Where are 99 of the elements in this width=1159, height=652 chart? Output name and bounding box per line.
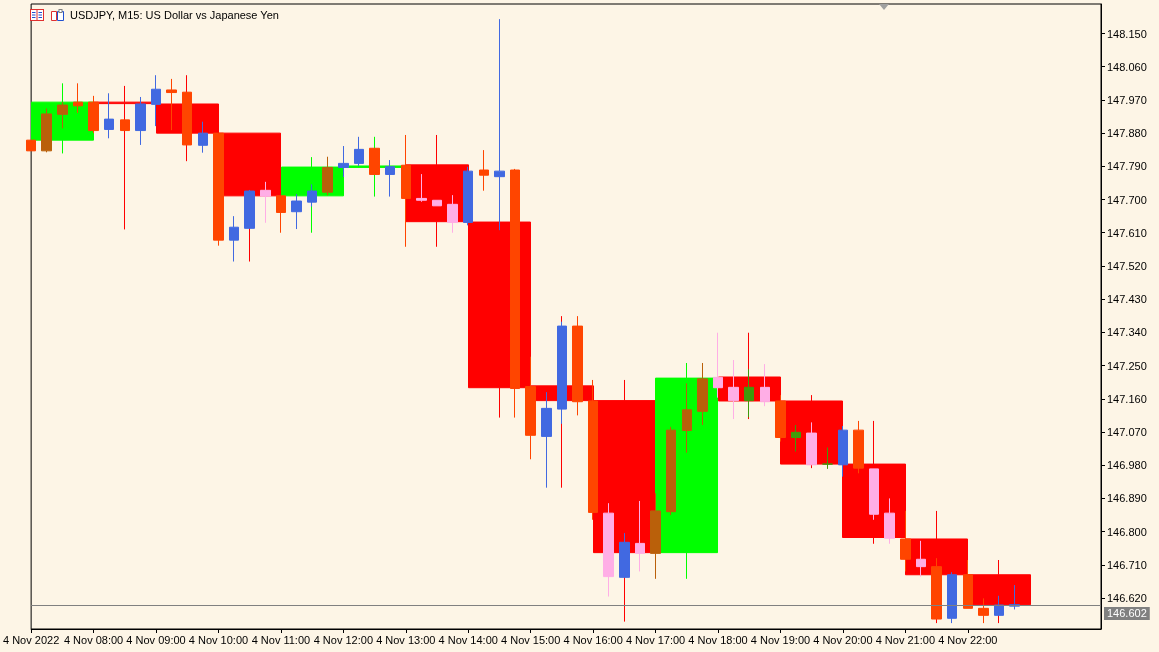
x-tick-label: 4 Nov 15:00 [501, 633, 561, 646]
candlestick [338, 145, 349, 178]
y-tick-label: 146.800 [1107, 525, 1147, 538]
candlestick [151, 74, 161, 127]
y-tick-label: 147.520 [1107, 259, 1147, 272]
candlestick [385, 159, 395, 198]
candlestick [166, 78, 177, 131]
y-tick-label: 146.890 [1107, 492, 1147, 505]
candlestick [713, 332, 723, 399]
candlestick [244, 189, 255, 229]
y-tick-label: 146.620 [1107, 592, 1147, 605]
candlestick [775, 394, 786, 443]
candlestick [57, 101, 68, 129]
candlestick [931, 557, 942, 620]
candlestick [650, 492, 661, 580]
candlestick [307, 183, 317, 208]
x-tick-label: 4 Nov 17:00 [625, 633, 686, 646]
candlestick [88, 95, 99, 134]
x-tick-label: 4 Nov 10:00 [188, 633, 249, 646]
y-tick-label: 147.610 [1107, 226, 1147, 239]
candlestick [947, 571, 957, 624]
candlestick [525, 356, 536, 460]
y-tick-label: 147.790 [1107, 160, 1147, 173]
candlestick [822, 446, 833, 470]
y-tick-label: 146.710 [1107, 558, 1147, 571]
candlestick [619, 532, 630, 578]
candlestick [884, 497, 895, 545]
y-tick-label: 148.060 [1107, 60, 1147, 73]
y-tick-label: 147.070 [1107, 425, 1147, 438]
candlestick [26, 139, 36, 152]
chart-title: USDJPY, M15: US Dollar vs Japanese Yen [70, 8, 279, 21]
candlestick [572, 315, 583, 416]
x-tick-label: 4 Nov 18:00 [688, 633, 748, 646]
candlestick [697, 362, 708, 426]
candlestick [603, 502, 614, 598]
candlestick [322, 156, 333, 196]
candlestick [213, 132, 224, 247]
candlestick [182, 91, 192, 146]
candlestick [978, 597, 989, 624]
candlestick [120, 119, 130, 132]
candlestick [416, 173, 427, 203]
x-tick-label: 4 Nov 14:00 [438, 633, 498, 646]
candlestick [994, 595, 1004, 616]
candlestick [900, 510, 911, 572]
candlestick [432, 199, 442, 207]
y-tick-label: 147.160 [1107, 392, 1147, 405]
candlestick [666, 426, 676, 516]
candlestick [291, 193, 302, 230]
x-tick-label: 4 Nov 09:00 [126, 633, 186, 646]
candlestick [635, 500, 645, 572]
candlestick [682, 382, 692, 454]
candlestick [760, 363, 770, 407]
candlestick [838, 425, 848, 478]
candlestick [510, 168, 520, 419]
candlestick [916, 540, 926, 578]
x-tick-label: 4 Nov 11:00 [251, 633, 311, 646]
x-tick-label: 4 Nov 08:00 [63, 633, 124, 646]
ref-line-label: 146.602 [1107, 607, 1147, 620]
candlestick [963, 559, 973, 609]
candlestick [791, 424, 801, 453]
candlestick [728, 359, 739, 420]
candlestick [806, 421, 817, 466]
candlestick [744, 368, 754, 418]
y-tick-label: 147.880 [1107, 127, 1147, 140]
y-tick-label: 147.970 [1107, 93, 1147, 106]
x-tick-label: 4 Nov 22:00 [938, 633, 998, 646]
candlestick [494, 18, 505, 231]
candlestick [41, 107, 52, 153]
candlestick [135, 96, 146, 146]
y-tick-label: 147.340 [1107, 326, 1147, 339]
x-tick-label: 4 Nov 16:00 [563, 633, 623, 646]
candlestick [354, 136, 364, 167]
x-tick-label: 4 Nov 13:00 [376, 633, 436, 646]
y-tick-label: 147.430 [1107, 293, 1147, 306]
candlestick [869, 468, 879, 521]
candlestick [73, 82, 83, 114]
candlestick [276, 195, 286, 234]
x-tick-label: 4 Nov 20:00 [813, 633, 873, 646]
candlestick [229, 215, 239, 263]
y-tick-label: 146.980 [1107, 459, 1147, 472]
candlestick [541, 391, 552, 489]
candlestick [369, 147, 380, 175]
y-tick-label: 147.250 [1107, 359, 1147, 372]
y-tick-label: 147.700 [1107, 193, 1147, 206]
x-tick-label: 4 Nov 12:00 [313, 633, 374, 646]
candlestick [401, 134, 411, 248]
candlestick [557, 321, 567, 425]
candlestick [198, 121, 208, 154]
candlestick [479, 149, 489, 192]
candlestick [447, 194, 458, 234]
x-tick-label: 4 Nov 19:00 [750, 633, 811, 646]
x-tick-label: 4 Nov 2022 [3, 633, 60, 646]
candlestick [588, 379, 598, 521]
candlestick [260, 181, 271, 224]
candlestick [463, 166, 473, 226]
candlestick [104, 92, 114, 139]
x-tick-label: 4 Nov 21:00 [875, 633, 936, 646]
candlestick [853, 420, 864, 474]
y-tick-label: 148.150 [1107, 27, 1147, 40]
